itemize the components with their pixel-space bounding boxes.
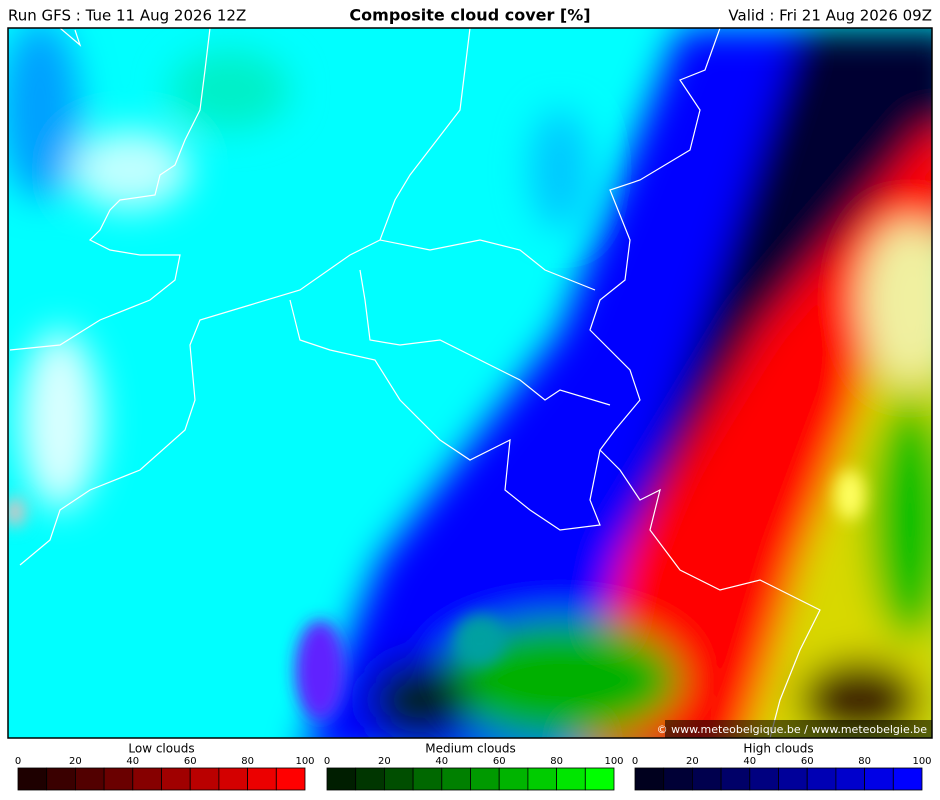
cloud-field: © www.meteobelgique.be / www.meteobelgie… — [8, 28, 932, 738]
legend-swatch — [326, 767, 357, 791]
legend-title: Medium clouds — [425, 742, 516, 756]
borders — [9, 28, 821, 738]
legend-swatch — [412, 767, 443, 791]
map-title: Composite cloud cover [%] — [349, 6, 590, 25]
legend-tick-label: 40 — [435, 756, 448, 767]
legend-tick-label: 100 — [295, 756, 314, 767]
credit: © www.meteobelgique.be / www.meteobelgie… — [657, 723, 928, 736]
legend-swatch — [441, 767, 471, 791]
legend-swatch — [778, 767, 808, 791]
legend-swatch — [663, 767, 693, 791]
legend-swatch — [864, 767, 894, 791]
legend-tick-label: 20 — [686, 756, 699, 767]
legend-swatch — [161, 767, 191, 791]
legend-tick-label: 100 — [912, 756, 931, 767]
legend-tick-label: 80 — [241, 756, 254, 767]
legend-title: High clouds — [743, 742, 813, 756]
legend-swatch — [692, 767, 722, 791]
map-frame — [7, 27, 933, 739]
valid-label: Valid : Fri 21 Aug 2026 09Z — [728, 7, 932, 25]
legend-tick-label: 80 — [858, 756, 871, 767]
legend-swatch — [634, 767, 665, 791]
legend-swatch — [556, 767, 586, 791]
legend-swatch — [498, 767, 529, 791]
legend-swatch — [247, 767, 277, 791]
legend-swatch — [749, 767, 779, 791]
legend-swatch — [383, 767, 414, 791]
legend-swatch — [527, 767, 558, 791]
legend-tick-label: 80 — [550, 756, 563, 767]
legend-tick-label: 0 — [15, 756, 21, 767]
legend-swatch — [584, 767, 615, 791]
legend-tick-label: 0 — [632, 756, 638, 767]
legend-tick-label: 60 — [493, 756, 506, 767]
legend-swatch — [218, 767, 248, 791]
legend-tick-label: 40 — [126, 756, 139, 767]
run-label: Run GFS : Tue 11 Aug 2026 12Z — [8, 7, 246, 25]
legend-tick-label: 0 — [324, 756, 330, 767]
legend-swatch — [806, 767, 837, 791]
legend-swatch — [892, 767, 923, 791]
legend-swatch — [17, 767, 48, 791]
legend-swatch — [470, 767, 500, 791]
legend-swatch — [835, 767, 866, 791]
legend-tick-label: 20 — [378, 756, 391, 767]
legend-tick-label: 60 — [801, 756, 814, 767]
legend-swatch — [46, 767, 76, 791]
legend-swatch — [355, 767, 385, 791]
legend-swatch — [75, 767, 105, 791]
legend-tick-label: 100 — [604, 756, 623, 767]
legend-title: Low clouds — [128, 742, 194, 756]
legend-swatch — [720, 767, 751, 791]
legend-swatch — [189, 767, 220, 791]
legend-tick-label: 40 — [743, 756, 756, 767]
legend-swatch — [275, 767, 306, 791]
legend-swatch — [103, 767, 134, 791]
legend-tick-label: 60 — [184, 756, 197, 767]
credit-backdrop — [665, 720, 932, 738]
legend-tick-label: 20 — [69, 756, 82, 767]
legend-swatch — [132, 767, 162, 791]
